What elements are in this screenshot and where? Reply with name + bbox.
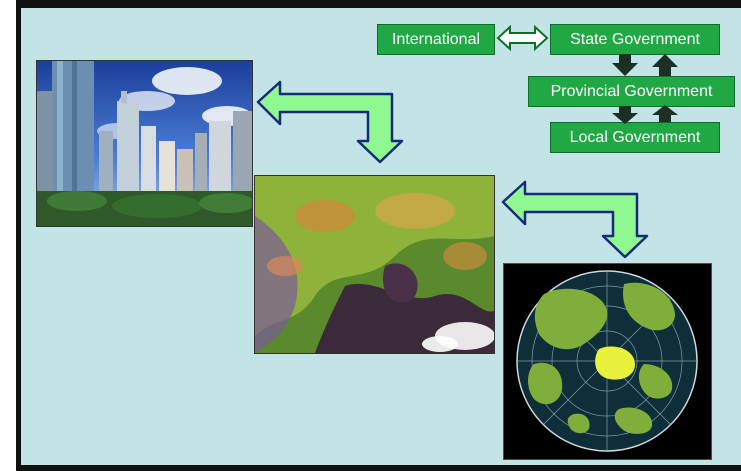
- arrow-down-icon: [612, 54, 638, 76]
- provincial-government-box: Provincial Government: [528, 76, 735, 107]
- arrow-up-icon: [652, 54, 678, 76]
- city-skyline-photo: [36, 60, 253, 227]
- bent-double-arrow-icon: [501, 180, 649, 259]
- local-government-box: Local Government: [550, 122, 720, 153]
- frame-left-border: [16, 0, 21, 471]
- double-arrow-icon: [496, 24, 549, 52]
- arrow-down-icon: [612, 106, 638, 124]
- satellite-regional-image: [254, 175, 495, 354]
- international-box: International: [377, 24, 495, 55]
- arrow-up-icon: [652, 105, 678, 122]
- state-government-box: State Government: [550, 24, 720, 55]
- bent-double-arrow-icon: [256, 80, 404, 164]
- globe-map: [503, 263, 712, 460]
- frame-top-border: [16, 0, 741, 8]
- frame-bottom-border: [16, 465, 741, 471]
